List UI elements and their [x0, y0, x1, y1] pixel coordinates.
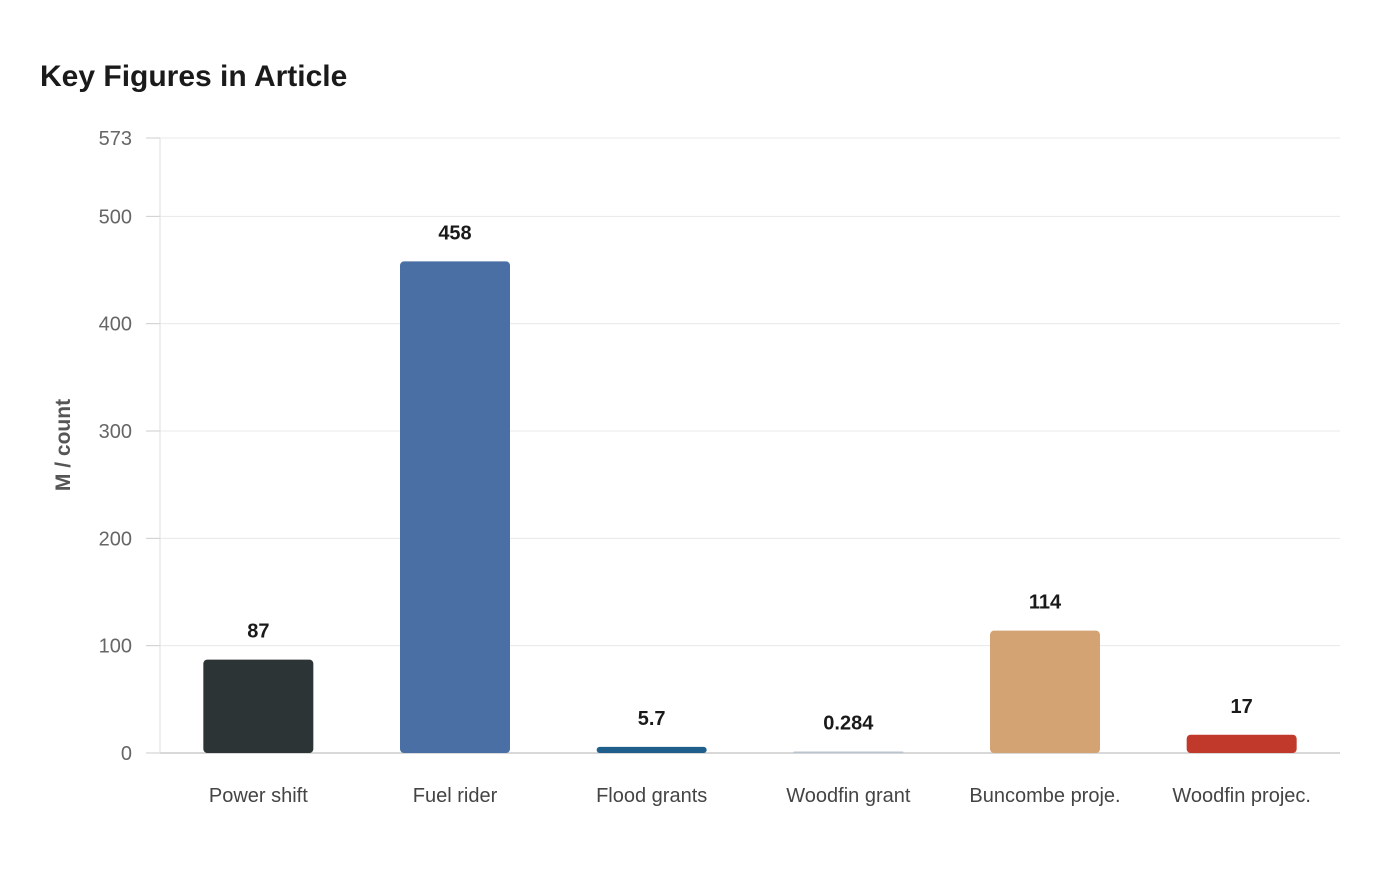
x-tick-label: Woodfin projec. — [1172, 785, 1311, 807]
bar-fuel-rider — [400, 261, 510, 753]
x-tick-label: Woodfin grant — [786, 785, 911, 807]
value-label: 0.284 — [823, 713, 874, 735]
x-tick-label: Flood grants — [596, 785, 707, 807]
value-label: 5.7 — [638, 708, 666, 730]
y-tick-label: 400 — [99, 314, 132, 336]
y-axis-label: M / count — [52, 399, 75, 491]
value-label: 114 — [1029, 592, 1062, 614]
bar-woodfin-grant — [793, 751, 904, 753]
bar-flood-grants — [596, 746, 707, 753]
bar-power-shift — [203, 659, 314, 753]
y-tick-label: 200 — [99, 528, 132, 550]
x-tick-label: Power shift — [209, 785, 308, 807]
bar-buncombe-proje- — [990, 630, 1100, 753]
x-tick-label: Buncombe proje. — [969, 785, 1120, 807]
y-tick-label: 100 — [99, 636, 132, 658]
y-tick-label: 0 — [121, 743, 132, 765]
bar-woodfin-projec- — [1186, 734, 1297, 753]
chart-title: Key Figures in Article — [40, 60, 348, 93]
value-label: 17 — [1231, 696, 1253, 718]
y-tick-label: 300 — [99, 421, 132, 443]
y-tick-label: 573 — [99, 128, 132, 150]
x-tick-label: Fuel rider — [413, 785, 498, 807]
y-tick-label: 500 — [99, 206, 132, 228]
value-label: 87 — [247, 621, 269, 643]
value-label: 458 — [438, 222, 471, 244]
